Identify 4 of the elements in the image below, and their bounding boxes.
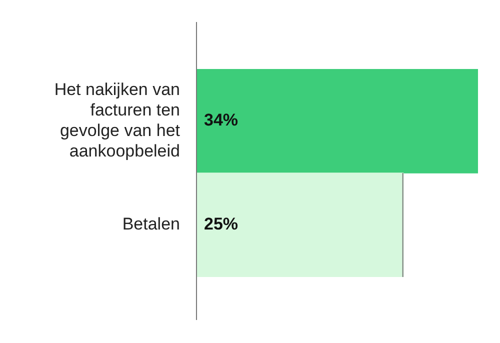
y-tick-label: Het nakijken van facturen ten gevolge van het aankoopbeleid bbox=[54, 80, 180, 160]
data-label: 25% bbox=[204, 214, 238, 234]
y-tick-label: Betalen bbox=[122, 214, 180, 234]
data-label: 34% bbox=[204, 110, 238, 130]
